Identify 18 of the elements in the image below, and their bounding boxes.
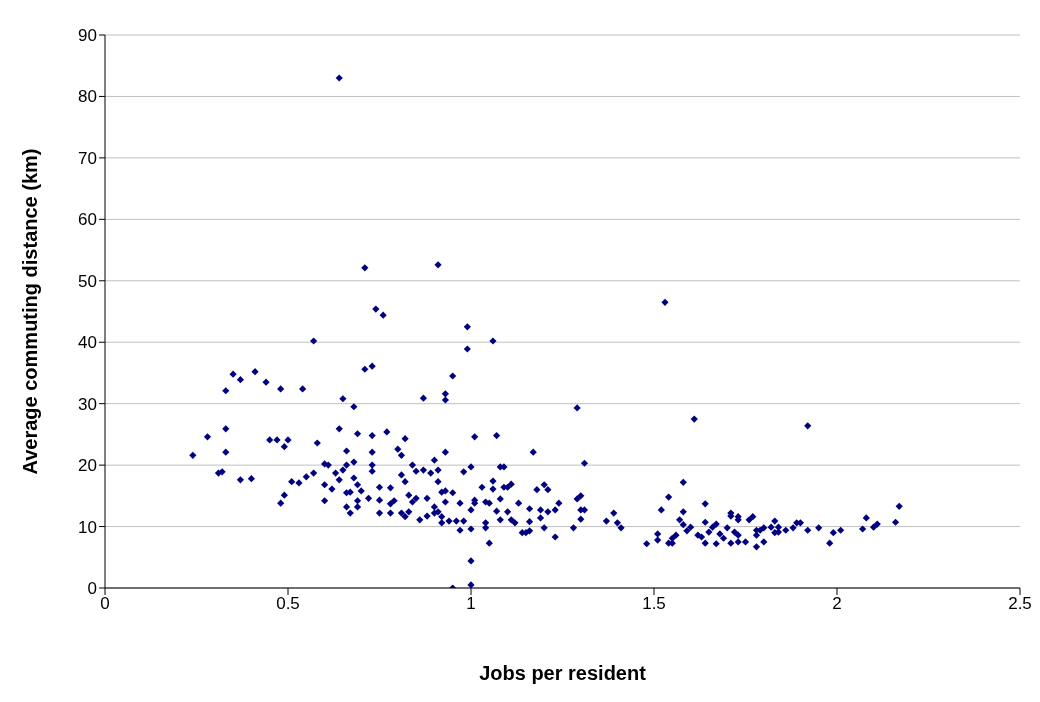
y-tick-label: 30	[78, 394, 97, 414]
y-tick-label: 10	[78, 517, 97, 537]
y-tick-label: 0	[87, 579, 97, 599]
x-tick-label: 0	[100, 594, 110, 614]
y-tick-label: 20	[78, 456, 97, 476]
x-tick-label: 2	[832, 594, 842, 614]
y-axis-title: Average commuting distance (km)	[19, 148, 42, 475]
y-tick-label: 60	[78, 210, 97, 230]
x-tick-label: 1	[466, 594, 476, 614]
y-tick-label: 90	[78, 26, 97, 46]
y-tick-label: 40	[78, 333, 97, 353]
y-tick-label: 50	[78, 271, 97, 291]
y-tick-label: 70	[78, 148, 97, 168]
x-tick-label: 1.5	[642, 594, 666, 614]
y-tick-label: 80	[78, 87, 97, 107]
x-tick-label: 0.5	[276, 594, 300, 614]
x-axis-title: Jobs per resident	[479, 662, 647, 684]
x-tick-label: 2.5	[1008, 594, 1032, 614]
